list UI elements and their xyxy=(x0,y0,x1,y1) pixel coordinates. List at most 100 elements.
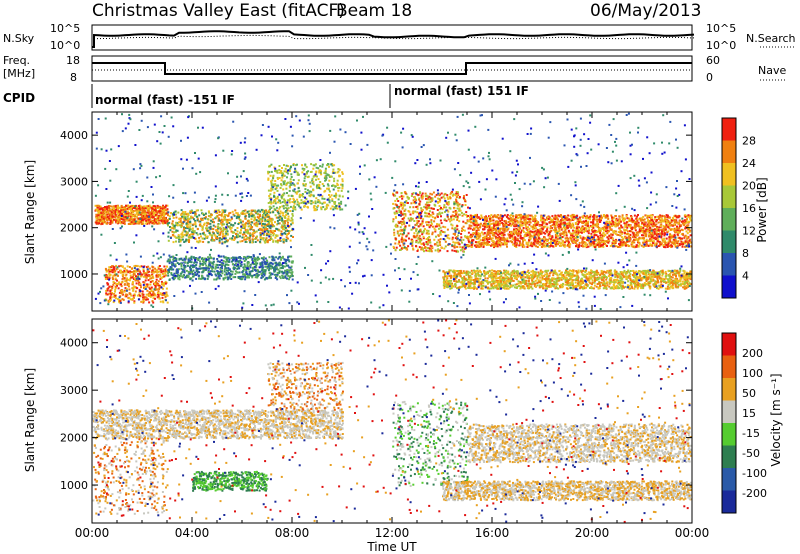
range-cell xyxy=(440,229,443,232)
range-cell xyxy=(128,292,131,295)
range-cell xyxy=(416,211,419,214)
range-cell xyxy=(290,180,292,183)
range-cell xyxy=(145,214,148,217)
range-cell xyxy=(328,165,330,168)
range-cell xyxy=(546,226,549,229)
range-cell xyxy=(324,189,327,192)
range-cell xyxy=(418,234,421,237)
range-cell xyxy=(218,213,221,216)
range-cell xyxy=(230,278,233,280)
range-cell xyxy=(123,270,126,272)
range-cell xyxy=(142,214,145,217)
range-cell xyxy=(175,221,178,224)
range-cell xyxy=(329,207,332,210)
range-cell xyxy=(218,241,221,244)
range-cell xyxy=(292,236,294,238)
range-cell xyxy=(149,280,152,283)
range-cell xyxy=(136,220,139,223)
range-cell xyxy=(321,163,324,166)
range-cell xyxy=(261,274,263,277)
range-cell xyxy=(425,246,428,249)
range-cell xyxy=(109,220,112,222)
range-cell xyxy=(151,274,154,277)
range-cell xyxy=(253,274,256,276)
range-cell xyxy=(294,206,297,209)
range-cell xyxy=(148,221,151,224)
range-cell xyxy=(283,265,286,268)
range-cell xyxy=(221,213,223,215)
range-cell xyxy=(231,238,234,241)
range-cell xyxy=(290,255,293,258)
range-cell xyxy=(327,174,330,177)
range-cell xyxy=(246,262,249,265)
range-cell xyxy=(206,222,209,225)
range-cell xyxy=(246,228,249,231)
range-cell xyxy=(283,192,286,195)
range-cell xyxy=(337,189,340,192)
range-cell xyxy=(134,294,137,297)
range-cell xyxy=(148,286,151,289)
range-cell xyxy=(146,289,149,292)
range-cell xyxy=(273,232,275,235)
range-cell xyxy=(101,219,104,222)
range-cell xyxy=(145,296,148,299)
range-cell xyxy=(244,240,247,243)
range-cell xyxy=(220,214,223,217)
range-cell xyxy=(133,300,136,303)
range-cell xyxy=(270,231,273,234)
range-cell xyxy=(205,236,208,239)
range-cell xyxy=(441,211,444,214)
range-cell xyxy=(248,270,251,273)
range-cell xyxy=(395,204,398,207)
range-cell xyxy=(259,262,262,265)
range-cell xyxy=(145,276,148,279)
range-cell xyxy=(402,243,405,246)
range-cell xyxy=(145,273,148,276)
range-cell xyxy=(157,295,160,298)
range-cell xyxy=(403,210,406,212)
range-cell xyxy=(265,238,268,241)
range-cell xyxy=(428,235,431,238)
range-cell xyxy=(665,237,668,240)
range-cell xyxy=(192,264,194,267)
range-cell xyxy=(558,220,561,223)
range-cell xyxy=(622,237,625,240)
range-cell xyxy=(262,222,264,225)
range-cell xyxy=(287,256,289,259)
range-cell xyxy=(286,269,289,271)
range-cell xyxy=(253,257,256,259)
range-cell xyxy=(249,266,252,269)
range-cell xyxy=(118,218,121,221)
range-cell xyxy=(291,213,294,215)
range-cell xyxy=(226,223,228,226)
range-cell xyxy=(524,223,527,226)
range-cell xyxy=(580,229,583,232)
range-cell xyxy=(423,243,426,246)
freq-tick-bottom: 8 xyxy=(70,71,77,84)
range-cell xyxy=(417,193,420,196)
range-cell xyxy=(173,224,176,227)
range-cell xyxy=(140,265,143,268)
range-cell xyxy=(419,229,422,231)
range-cell xyxy=(125,269,128,272)
range-cell xyxy=(262,256,265,259)
range-cell xyxy=(121,273,124,276)
range-cell xyxy=(162,207,165,210)
range-cell xyxy=(440,222,443,225)
range-cell xyxy=(224,256,227,259)
range-cell xyxy=(106,222,108,225)
range-cell xyxy=(211,239,214,242)
range-cell xyxy=(195,277,198,280)
range-cell xyxy=(410,228,413,231)
range-cell xyxy=(301,167,304,170)
range-cell xyxy=(422,195,425,198)
range-cell xyxy=(336,184,339,186)
range-cell xyxy=(267,170,270,173)
range-cell xyxy=(162,218,165,221)
range-cell xyxy=(265,234,268,237)
range-cell xyxy=(250,270,253,273)
range-cell xyxy=(219,226,222,229)
range-cell xyxy=(117,271,120,274)
range-cell xyxy=(419,200,422,203)
range-cell xyxy=(399,221,402,224)
